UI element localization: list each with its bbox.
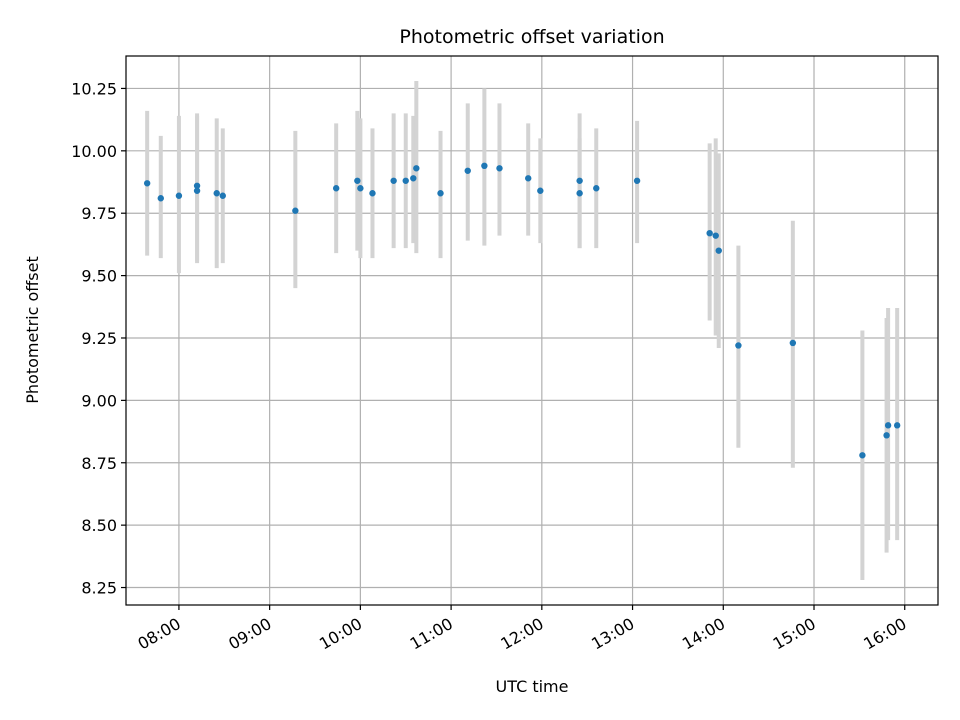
data-point [884,422,892,429]
data-points [143,162,901,459]
y-tick-label: 8.50 [81,516,117,535]
x-tick-label: 12:00 [497,614,546,654]
x-tick-label: 13:00 [588,614,637,654]
x-axis-label: UTC time [496,677,569,696]
data-point [633,177,641,184]
y-tick-label: 8.75 [81,454,117,473]
data-point [481,162,488,169]
data-point [859,452,866,459]
data-point [332,185,340,192]
plot-frame [125,55,939,606]
y-tick-label: 10.00 [71,142,117,161]
data-point [369,190,376,197]
y-tick-label: 9.75 [81,204,117,223]
data-point [354,177,361,184]
y-axis-ticks: 8.25 8.50 8.75 9.00 9.25 9.50 9.75 10.00 10.25 [71,79,126,598]
data-point [893,422,901,429]
x-tick-label: 10:00 [316,614,365,654]
data-point [496,165,503,172]
x-tick-label: 16:00 [860,614,909,654]
data-point [292,207,299,214]
x-tick-label: 11:00 [407,614,456,654]
x-axis-ticks: 08:00 09:00 10:00 11:00 12:00 13:00 14:00 15:00… [134,605,910,654]
data-point [410,175,417,182]
data-point [437,190,444,197]
plot-background [126,56,938,605]
x-tick-label: 15:00 [770,614,819,654]
y-tick-label: 9.50 [81,267,117,286]
y-tick-label: 9.25 [81,329,117,348]
data-point [789,339,797,347]
y-axis-label: Photometric offset [23,256,42,404]
y-tick-label: 10.25 [71,79,117,98]
y-tick-label: 9.00 [81,391,117,410]
data-point [576,190,583,197]
chart-title: Photometric offset variation [399,26,664,48]
data-point [193,187,201,194]
data-point [525,175,532,182]
data-point [175,192,183,199]
data-point [715,247,722,254]
data-point [576,177,583,184]
data-point [390,177,397,184]
data-point [706,229,713,237]
data-point [357,185,364,192]
data-point [219,192,226,199]
data-point [883,432,890,439]
data-point [593,185,600,192]
data-point [537,187,544,194]
data-point [712,232,719,239]
x-tick-label: 14:00 [679,614,728,654]
x-tick-label: 09:00 [225,614,274,654]
data-point [143,180,151,187]
y-tick-label: 8.25 [81,579,117,598]
data-point [157,195,164,202]
data-point [413,165,420,172]
data-point [464,167,471,174]
data-point [193,182,201,189]
data-point [735,342,742,349]
data-point [213,190,220,197]
x-tick-label: 08:00 [134,614,183,654]
grid [126,56,938,605]
data-point [402,177,409,184]
